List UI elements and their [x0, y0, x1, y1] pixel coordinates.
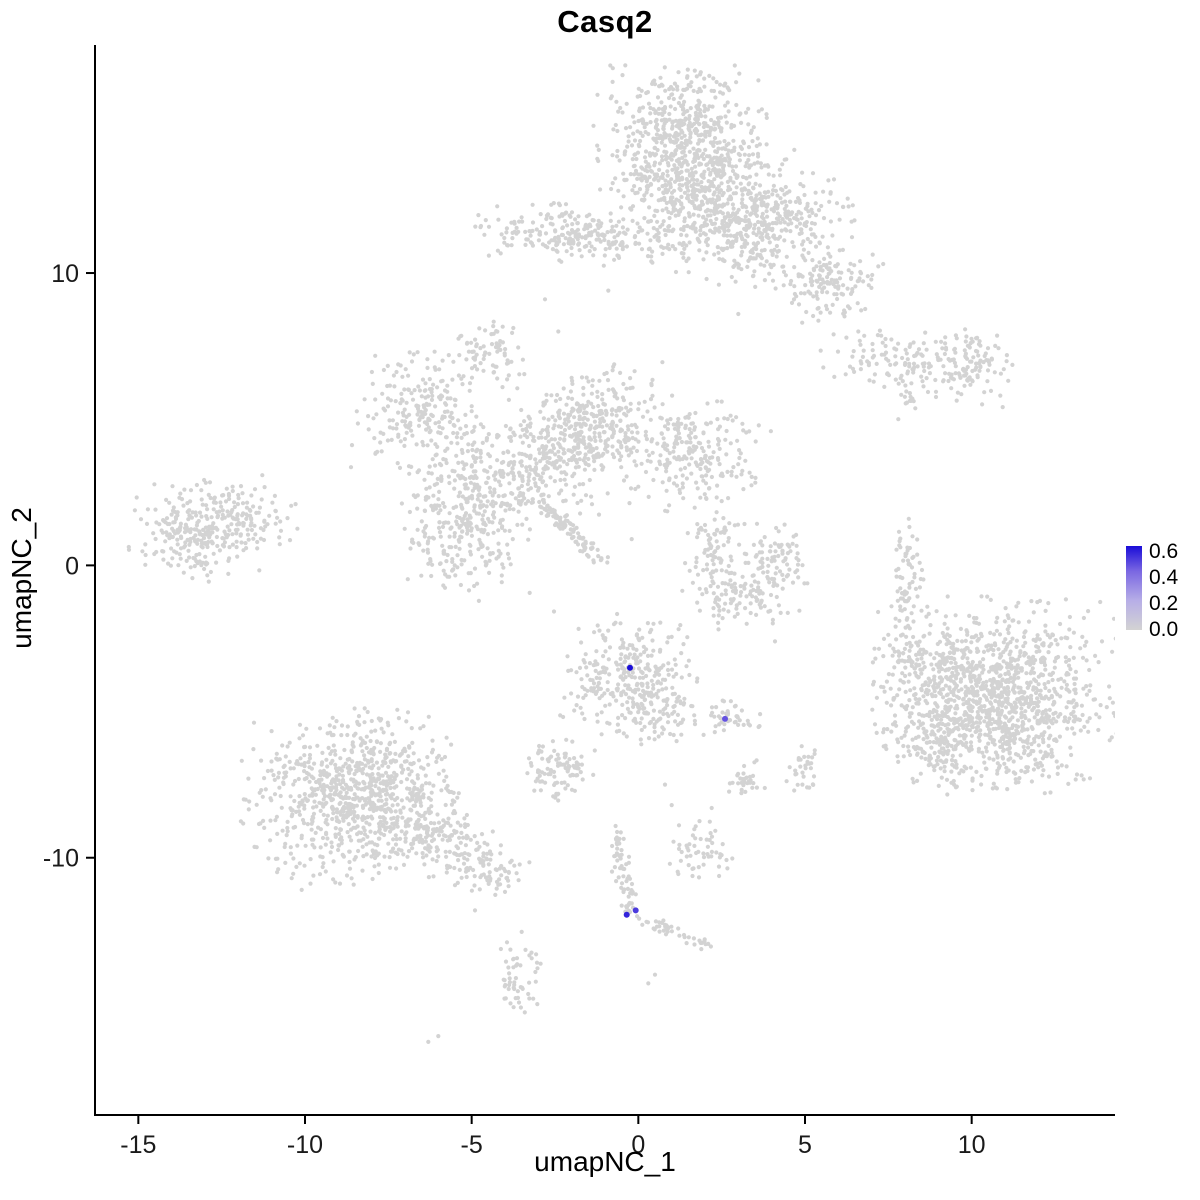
- legend-label: 0.0: [1149, 618, 1179, 641]
- x-axis-label: umapNC_1: [534, 1146, 676, 1177]
- legend-label: 0.6: [1149, 540, 1179, 564]
- color-legend: 0.6 0.4 0.2 0.0: [1126, 541, 1196, 642]
- highlighted-cell: [632, 907, 639, 914]
- axes: [86, 45, 1115, 1124]
- points-layer: [126, 63, 1115, 1044]
- colorbar-gradient: [1126, 546, 1142, 630]
- plot-title: Casq2: [557, 4, 653, 39]
- highlighted-cell: [623, 911, 630, 918]
- legend-label: 0.2: [1149, 592, 1179, 616]
- highlighted-cell: [722, 715, 728, 722]
- legend-label: 0.4: [1149, 566, 1179, 590]
- highlighted-cell: [627, 664, 633, 671]
